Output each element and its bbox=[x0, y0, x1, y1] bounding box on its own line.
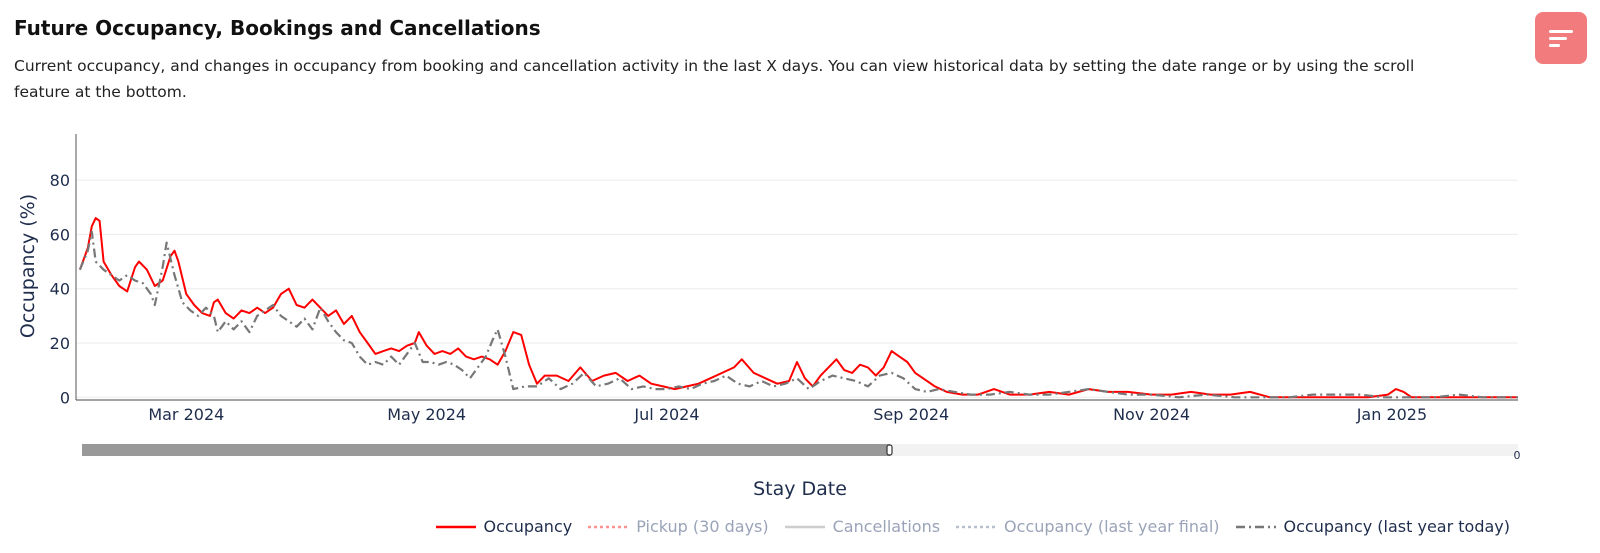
x-tick-label: Nov 2024 bbox=[1113, 405, 1190, 424]
legend-swatch bbox=[588, 525, 629, 528]
legend-swatch bbox=[956, 525, 997, 528]
legend-label: Occupancy (last year final) bbox=[1004, 517, 1220, 536]
gridlines bbox=[76, 179, 1518, 398]
y-tick-label: 80 bbox=[50, 171, 70, 190]
x-tick-label: Jul 2024 bbox=[633, 405, 699, 424]
legend-item-pickup-30-days[interactable]: Pickup (30 days) bbox=[588, 517, 769, 536]
series-line-occupancy bbox=[78, 217, 1518, 399]
legend-item-occupancy-last-year-today[interactable]: Occupancy (last year today) bbox=[1235, 517, 1510, 536]
y-tick-label: 20 bbox=[50, 334, 70, 353]
page-title: Future Occupancy, Bookings and Cancellat… bbox=[14, 16, 541, 40]
legend-item-cancellations[interactable]: Cancellations bbox=[784, 517, 941, 536]
y-tick-label: 40 bbox=[50, 280, 70, 299]
menu-lines-icon bbox=[1549, 30, 1573, 33]
x-tick-label: Jan 2025 bbox=[1356, 405, 1427, 424]
y-tick-label: 0 bbox=[60, 388, 70, 407]
legend-swatch bbox=[435, 525, 476, 528]
x-axis-title: Stay Date bbox=[753, 478, 847, 500]
x-tick-labels: Mar 2024 May 2024 Jul 2024 Sep 2024 Nov 2024… bbox=[148, 405, 1427, 424]
range-slider-window[interactable] bbox=[82, 444, 890, 456]
legend-swatch bbox=[1235, 525, 1276, 528]
legend-label: Occupancy bbox=[483, 517, 573, 536]
x-tick-label: Mar 2024 bbox=[148, 405, 224, 424]
legend-label: Pickup (30 days) bbox=[636, 517, 769, 536]
y-tick-label: 60 bbox=[50, 225, 70, 244]
x-tick-label: May 2024 bbox=[387, 405, 466, 424]
y-axis-title: Occupancy (%) bbox=[17, 194, 39, 338]
page-description: Current occupancy, and changes in occupa… bbox=[14, 57, 1415, 101]
legend-label: Occupancy (last year today) bbox=[1283, 517, 1510, 536]
legend-item-occupancy[interactable]: Occupancy bbox=[435, 517, 573, 536]
series-line-occupancy-last-year-today bbox=[78, 230, 1518, 399]
y-tick-labels: 0 20 40 60 80 bbox=[50, 171, 70, 407]
legend-swatch bbox=[784, 525, 825, 528]
menu-button[interactable] bbox=[1535, 12, 1587, 64]
slider-end-label: 0 bbox=[1514, 449, 1521, 462]
range-slider-handle[interactable] bbox=[886, 444, 893, 456]
series-layer bbox=[78, 217, 1518, 399]
x-tick-label: Sep 2024 bbox=[873, 405, 949, 424]
chart-legend: Occupancy Pickup (30 days) Cancellations Oc… bbox=[0, 517, 1510, 536]
legend-label: Cancellations bbox=[832, 517, 941, 536]
legend-item-occupancy-last-year-final[interactable]: Occupancy (last year final) bbox=[956, 517, 1220, 536]
